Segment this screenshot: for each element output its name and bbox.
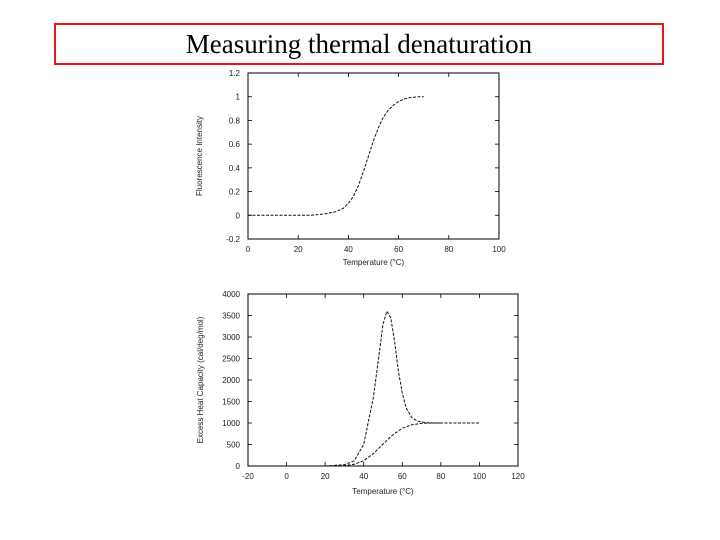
series-line-2 — [325, 422, 441, 467]
y-tick-label: 3000 — [222, 333, 240, 342]
y-tick-label: 0 — [236, 462, 241, 471]
x-tick-label: 40 — [344, 245, 353, 254]
slide-title-box: Measuring thermal denaturation — [54, 23, 664, 65]
y-tick-label: 1500 — [222, 398, 240, 407]
y-tick-label: 0.4 — [229, 164, 241, 173]
series-line-1 — [325, 309, 480, 467]
x-tick-label: 80 — [444, 245, 453, 254]
series-line-1 — [248, 96, 424, 216]
x-tick-label: 40 — [359, 472, 368, 481]
plot-frame — [247, 293, 519, 467]
y-tick-label: 1 — [236, 93, 241, 102]
x-tick-label: 0 — [284, 472, 289, 481]
x-tick-label: 100 — [492, 245, 506, 254]
x-axis-label: Temperature (°C) — [343, 258, 405, 267]
plot-frame — [247, 72, 500, 240]
y-tick-label: 0.2 — [229, 188, 241, 197]
x-tick-label: 120 — [511, 472, 525, 481]
y-tick-label: 3500 — [222, 312, 240, 321]
y-axis-label: Excess Heat Capacity (cal/deg/mol) — [196, 316, 205, 443]
y-tick-label: 2000 — [222, 376, 240, 385]
y-tick-label: -0.2 — [226, 235, 240, 244]
x-tick-label: 0 — [246, 245, 251, 254]
y-tick-label: 0.8 — [229, 116, 241, 125]
x-tick-label: 60 — [398, 472, 407, 481]
x-tick-label: 100 — [473, 472, 487, 481]
chart-1: 0 20 40 60 80 100 -0.2 0 0.2 0.4 0.6 0.8 1 1.2 Tempera… — [195, 69, 506, 267]
x-axis-label: Temperature (°C) — [352, 487, 414, 496]
chart-2: -20 0 20 40 60 80 100 1200500100015002000250030… — [196, 290, 525, 496]
y-tick-label: 0 — [236, 211, 241, 220]
y-tick-label: 500 — [227, 441, 241, 450]
x-tick-label: 20 — [294, 245, 303, 254]
x-tick-label: 80 — [436, 472, 445, 481]
y-tick-label: 1000 — [222, 419, 240, 428]
y-axis-label: Fluorescence Intensity — [195, 116, 204, 196]
x-tick-label: -20 — [242, 472, 254, 481]
y-tick-label: 1.2 — [229, 69, 241, 78]
y-tick-label: 0.6 — [229, 140, 241, 149]
slide-title: Measuring thermal denaturation — [185, 28, 533, 59]
x-tick-label: 60 — [394, 245, 403, 254]
y-tick-label: 2500 — [222, 355, 240, 364]
x-tick-label: 20 — [321, 472, 330, 481]
y-tick-label: 4000 — [222, 290, 240, 299]
